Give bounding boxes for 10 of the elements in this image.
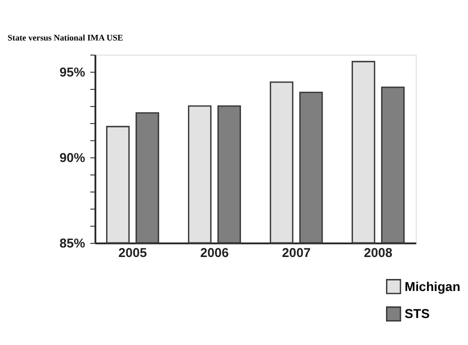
legend-label: Michigan [404, 278, 460, 294]
x-tick-label: 2006 [200, 245, 229, 260]
legend-label: STS [404, 306, 430, 322]
x-tick-label: 2008 [364, 245, 392, 260]
x-tick-label: 2007 [282, 245, 311, 260]
chart-title: State versus National IMA USE [8, 32, 124, 43]
x-tick-label: 2005 [118, 245, 147, 260]
y-tick-label: 95% [59, 64, 86, 80]
y-tick-label: 85% [59, 236, 86, 251]
y-tick-label: 90% [59, 150, 86, 166]
